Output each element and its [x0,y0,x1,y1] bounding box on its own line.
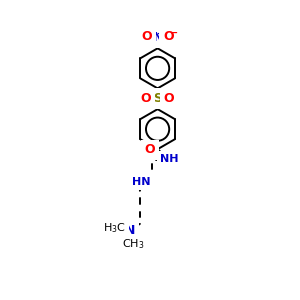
Text: N: N [125,224,135,236]
Text: −: − [170,28,178,38]
Text: H$_3$C: H$_3$C [103,222,126,236]
Text: CH$_3$: CH$_3$ [122,237,145,251]
Text: HN: HN [132,176,151,187]
Text: O: O [142,30,152,43]
Text: NH: NH [160,154,178,164]
Text: O: O [164,92,175,105]
Text: N: N [152,31,163,44]
Text: O: O [145,143,155,157]
Text: O: O [163,30,174,43]
Text: S: S [153,92,162,105]
Text: O: O [141,92,152,105]
Text: +: + [158,29,166,39]
